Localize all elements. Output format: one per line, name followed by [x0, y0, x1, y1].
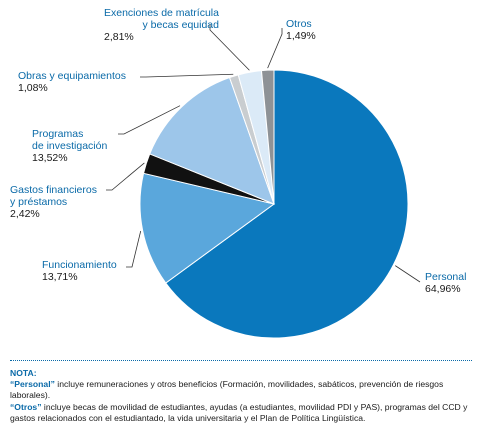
note-otros-text: incluye becas de movilidad de estudiante… [10, 401, 468, 423]
label-otros-name: Otros [286, 18, 312, 30]
label-programas-value: 13,52% [32, 152, 68, 164]
note-personal: “Personal” incluye remuneraciones y otro… [10, 379, 472, 401]
label-gastos-value: 2,42% [10, 208, 40, 220]
label-programas-name: Programas de investigación [32, 128, 108, 152]
leader-line-otros [267, 28, 283, 69]
leader-line-gastos [106, 162, 145, 191]
leader-line-personal [395, 265, 421, 283]
pie-chart [106, 24, 421, 339]
pie-slice-programas [149, 76, 275, 205]
leader-line-programas [118, 105, 181, 135]
label-personal-name: Personal [425, 271, 467, 283]
pie-slice-personal [165, 69, 409, 339]
leader-line-funcionamiento [126, 230, 142, 268]
label-obras-name: Obras y equipamientos [18, 70, 126, 82]
label-exenciones-value: 2,81% [104, 31, 134, 43]
label-funcionamiento-value: 13,71% [42, 271, 78, 283]
leader-line-obras [140, 73, 234, 78]
pie-slice-funcionamiento [139, 172, 276, 284]
label-exenciones: Exenciones de matrícula y becas equidad … [104, 7, 219, 43]
note-block: NOTA: “Personal” incluye remuneraciones … [10, 368, 472, 424]
pie-slice-otros [260, 69, 275, 205]
note-separator [10, 360, 472, 361]
leader-line-exenciones [209, 24, 250, 71]
label-personal-value: 64,96% [425, 283, 461, 295]
label-gastos-name: Gastos financieros y préstamos [10, 184, 97, 208]
note-title: NOTA: [10, 368, 37, 378]
label-otros-value: 1,49% [286, 30, 316, 42]
label-funcionamiento: Funcionamiento 13,71% [42, 259, 117, 283]
label-obras-value: 1,08% [18, 82, 48, 94]
label-otros: Otros 1,49% [286, 18, 316, 42]
label-personal: Personal 64,96% [425, 271, 466, 295]
note-personal-text: incluye remuneraciones y otros beneficio… [10, 379, 444, 401]
label-exenciones-name: Exenciones de matrícula y becas equidad [104, 7, 219, 31]
label-programas: Programas de investigación 13,52% [32, 128, 107, 164]
label-obras: Obras y equipamientos 1,08% [18, 70, 126, 94]
label-gastos: Gastos financieros y préstamos 2,42% [10, 184, 97, 220]
note-otros: “Otros” incluye becas de movilidad de es… [10, 402, 472, 424]
note-otros-term: “Otros” [10, 401, 42, 412]
label-funcionamiento-name: Funcionamiento [42, 259, 117, 271]
note-personal-term: “Personal” [10, 379, 55, 390]
